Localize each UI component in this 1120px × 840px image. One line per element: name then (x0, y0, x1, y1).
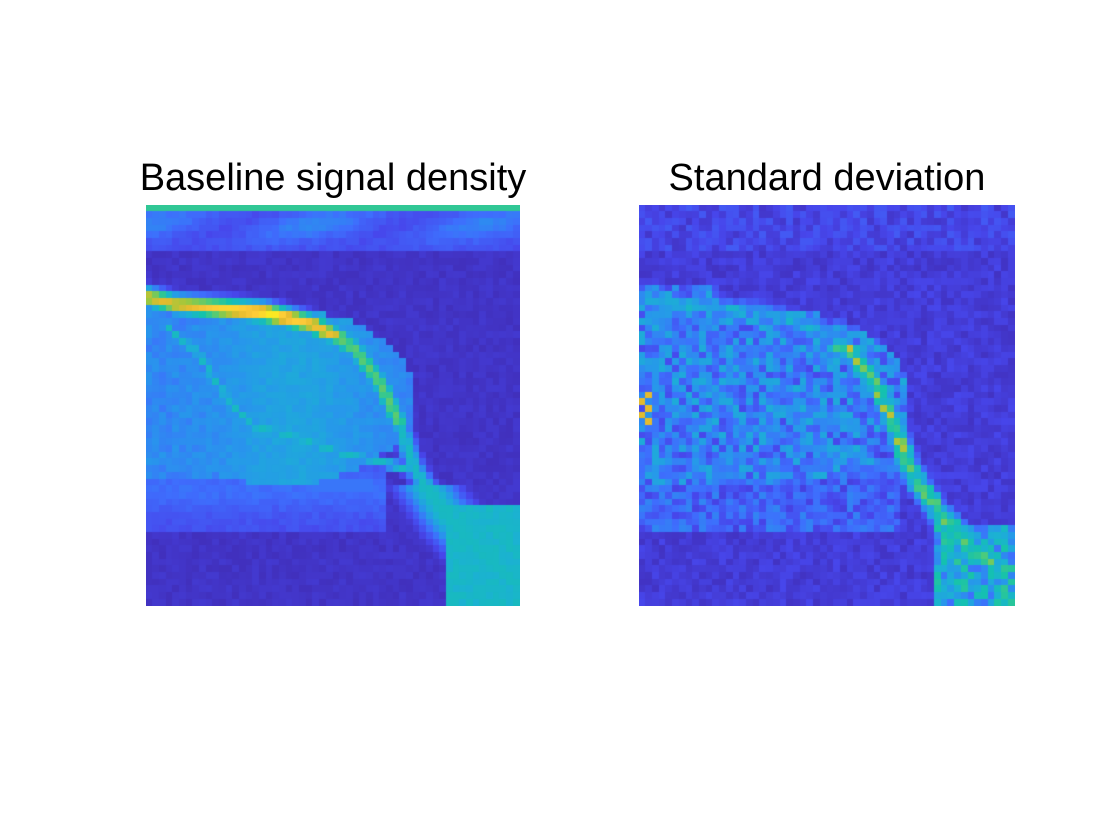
stddev-title: Standard deviation (668, 157, 986, 199)
baseline-heatmap (146, 205, 520, 606)
stddev-heatmap (639, 205, 1015, 606)
baseline-panel: Baseline signal density (140, 150, 526, 606)
baseline-title: Baseline signal density (139, 157, 527, 199)
stddev-panel: Standard deviation (639, 150, 1015, 606)
